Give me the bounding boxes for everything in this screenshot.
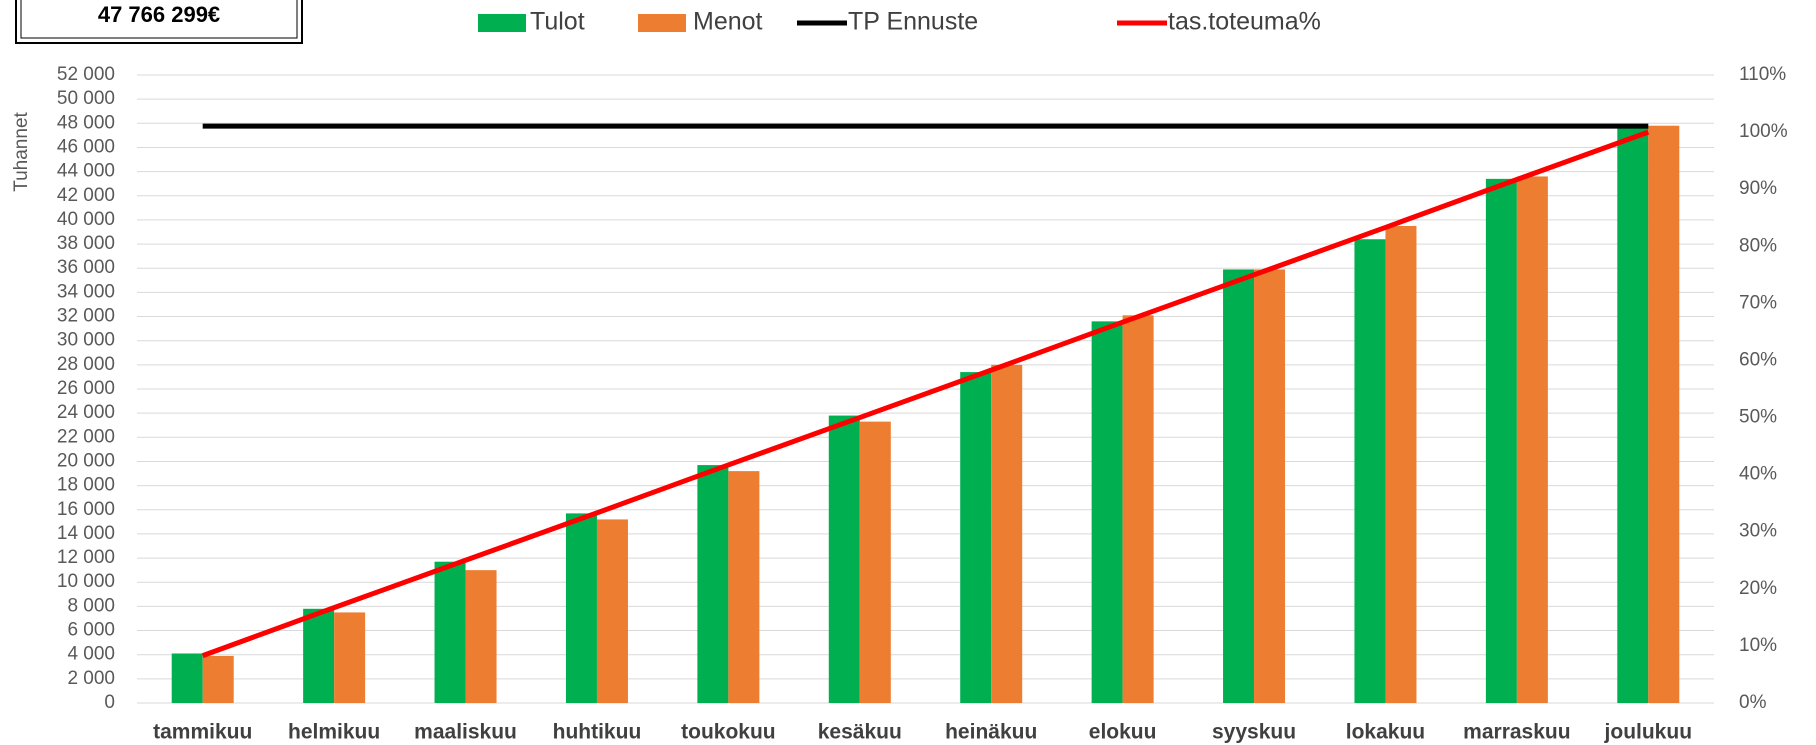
bar [1516, 176, 1548, 703]
x-tick-label: kesäkuu [818, 721, 902, 744]
y2-tick-label: 20% [1739, 578, 1777, 599]
bar [1354, 239, 1386, 703]
bar [1254, 269, 1286, 703]
annotation-box [15, 0, 303, 44]
bar [596, 519, 628, 703]
bar [991, 364, 1023, 703]
bar [1617, 125, 1649, 703]
y-tick-label: 12 000 [57, 547, 115, 568]
legend-label: tas.toteuma% [1168, 8, 1321, 36]
bar [465, 570, 497, 703]
y-tick-label: 0 [104, 692, 115, 713]
bar [202, 655, 234, 703]
y-tick-label: 34 000 [57, 281, 115, 302]
y-tick-label: 2 000 [67, 668, 115, 689]
bar [1223, 269, 1255, 703]
legend-label: TP Ennuste [848, 8, 978, 36]
annotation: 47 766 299€ [98, 2, 220, 27]
bar [334, 612, 366, 703]
y-tick-label: 30 000 [57, 330, 115, 351]
y2-tick-label: 0% [1739, 692, 1767, 713]
x-tick-label: marraskuu [1463, 721, 1570, 744]
x-tick-label: heinäkuu [945, 721, 1037, 744]
bar [434, 561, 466, 703]
y2-tick-label: 60% [1739, 349, 1777, 370]
bar [859, 421, 891, 703]
x-tick-label: elokuu [1089, 721, 1157, 744]
y-tick-label: 36 000 [57, 257, 115, 278]
y-tick-label: 20 000 [57, 450, 115, 471]
y-tick-label: 42 000 [57, 185, 115, 206]
y-tick-label: 24 000 [57, 402, 115, 423]
y-tick-label: 8 000 [67, 595, 115, 616]
x-tick-label: syyskuu [1212, 721, 1296, 744]
y-tick-label: 32 000 [57, 306, 115, 327]
y-tick-label: 50 000 [57, 88, 115, 109]
y2-tick-label: 100% [1739, 121, 1788, 142]
legend-label: Menot [693, 8, 763, 36]
bar [1648, 125, 1680, 703]
y-tick-label: 38 000 [57, 233, 115, 254]
y-tick-label: 46 000 [57, 136, 115, 157]
y-tick-label: 22 000 [57, 426, 115, 447]
y-tick-label: 18 000 [57, 475, 115, 496]
y2-tick-label: 50% [1739, 407, 1777, 428]
y-axis-title: Tuhannet [11, 111, 32, 191]
legend-swatch [638, 14, 686, 32]
y-tick-label: 6 000 [67, 620, 115, 641]
y-tick-label: 28 000 [57, 354, 115, 375]
y2-tick-label: 90% [1739, 178, 1777, 199]
bar [1385, 225, 1417, 703]
y-tick-label: 14 000 [57, 523, 115, 544]
annotation-box-inner [20, 0, 298, 39]
y2-tick-label: 110% [1739, 64, 1786, 85]
bar [697, 465, 729, 703]
x-tick-label: maaliskuu [414, 721, 517, 744]
x-tick-label: toukokuu [681, 721, 776, 744]
bar [828, 415, 860, 703]
y-tick-label: 52 000 [57, 64, 115, 85]
bar [565, 513, 597, 703]
x-tick-label: huhtikuu [553, 721, 642, 744]
x-tick-label: lokakuu [1346, 721, 1425, 744]
bar [1091, 321, 1123, 703]
x-tick-label: joulukuu [1604, 721, 1693, 744]
y-tick-label: 10 000 [57, 571, 115, 592]
legend-swatch [478, 14, 526, 32]
y-tick-label: 48 000 [57, 112, 115, 133]
y2-tick-label: 30% [1739, 521, 1777, 542]
y2-tick-label: 70% [1739, 292, 1777, 313]
y2-tick-label: 10% [1739, 635, 1777, 656]
y-tick-label: 40 000 [57, 209, 115, 230]
y-tick-label: 4 000 [67, 644, 115, 665]
bar [1122, 315, 1154, 703]
legend-label: Tulot [530, 8, 585, 36]
y-tick-label: 26 000 [57, 378, 115, 399]
x-tick-label: helmikuu [288, 721, 380, 744]
bar [171, 653, 203, 703]
y-tick-label: 44 000 [57, 161, 115, 182]
y2-tick-label: 80% [1739, 235, 1777, 256]
bar [728, 471, 760, 703]
y-tick-label: 16 000 [57, 499, 115, 520]
line [201, 129, 1650, 658]
bar [960, 372, 992, 703]
y2-tick-label: 40% [1739, 464, 1777, 485]
bar [303, 608, 335, 703]
x-tick-label: tammikuu [153, 721, 252, 744]
bar [1485, 178, 1517, 703]
